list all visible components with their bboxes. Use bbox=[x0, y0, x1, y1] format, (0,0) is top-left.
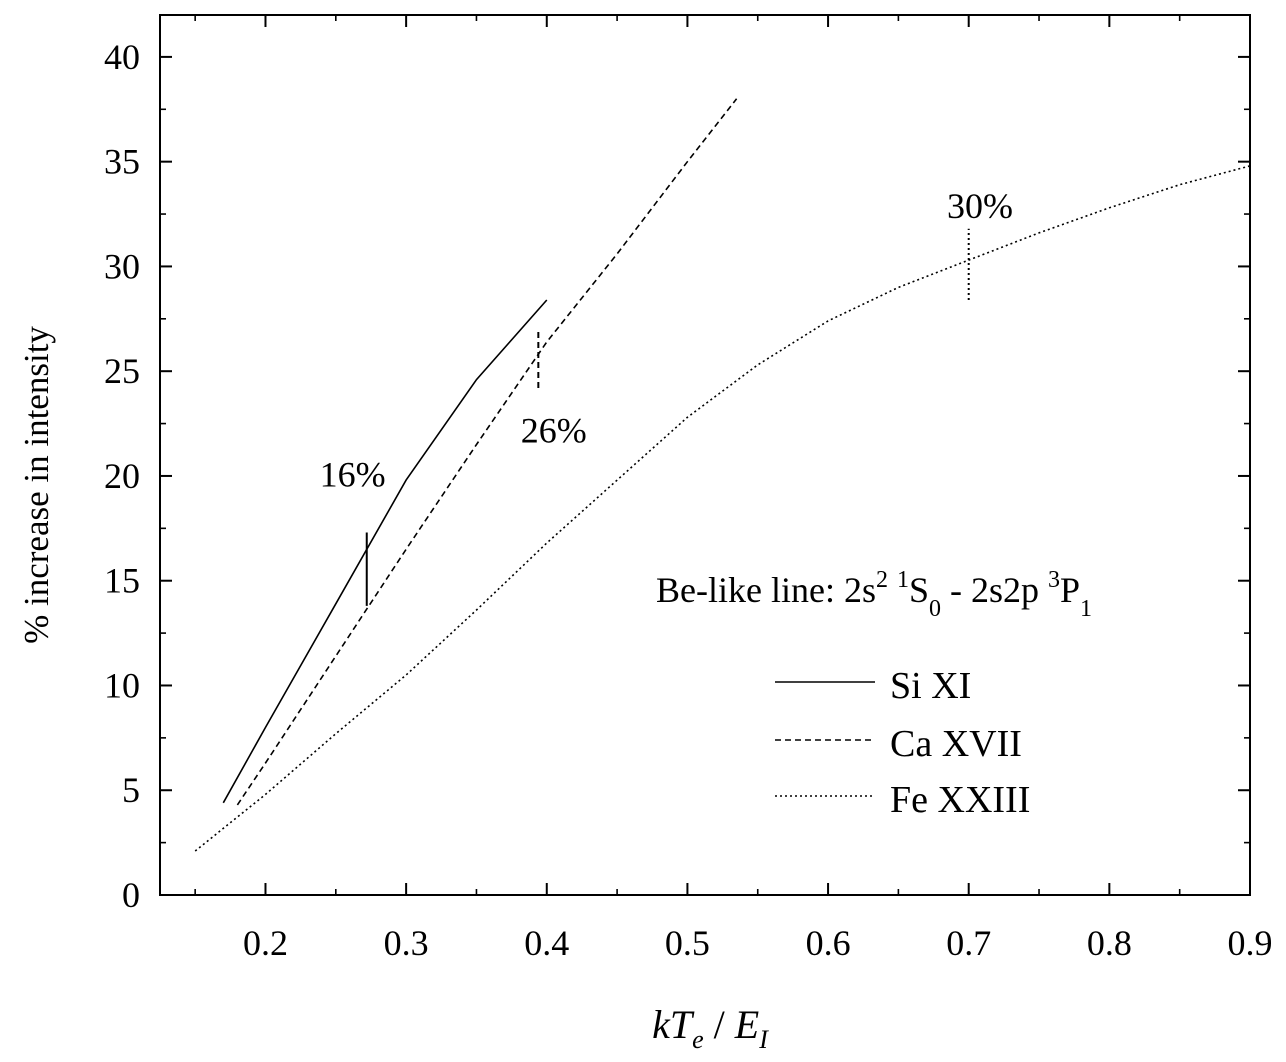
x-axis-label: kTe / EI bbox=[652, 1002, 769, 1054]
y-tick-label: 15 bbox=[104, 561, 140, 601]
annotation-label: 26% bbox=[521, 410, 587, 450]
annotation-label: 30% bbox=[947, 186, 1013, 226]
annotation-label: 16% bbox=[320, 454, 386, 494]
series-line-fe-xxiii bbox=[194, 165, 1251, 852]
x-tick-label: 0.9 bbox=[1228, 923, 1273, 963]
x-tick-label: 0.7 bbox=[946, 923, 991, 963]
x-tick-label: 0.2 bbox=[243, 923, 288, 963]
y-tick-label: 35 bbox=[104, 142, 140, 182]
x-tick-label: 0.4 bbox=[524, 923, 569, 963]
annotations: 16% 26% 30% bbox=[320, 186, 1013, 606]
x-tick-label: 0.8 bbox=[1087, 923, 1132, 963]
axis-ticks: 0.2 0.3 0.4 0.5 0.6 0.7 0.8 0.9 0 5 10 15 20 25 30 35 40 bbox=[104, 15, 1273, 963]
plot-frame bbox=[159, 14, 1251, 896]
y-tick-label: 0 bbox=[122, 875, 140, 915]
y-tick-label: 25 bbox=[104, 351, 140, 391]
x-tick-label: 0.3 bbox=[384, 923, 429, 963]
series-lines bbox=[194, 98, 1251, 852]
legend: Be-like line: 2s2 1S0 - 2s2p 3P1 Si XI C… bbox=[656, 567, 1092, 821]
y-tick-label: 10 bbox=[104, 665, 140, 705]
legend-label-si-xi: Si XI bbox=[890, 665, 971, 707]
y-tick-label: 20 bbox=[104, 456, 140, 496]
legend-label-fe-xxiii: Fe XXIII bbox=[890, 779, 1030, 821]
series-line-ca-xvii bbox=[236, 98, 738, 806]
legend-label-ca-xvii: Ca XVII bbox=[890, 723, 1022, 765]
x-tick-label: 0.6 bbox=[806, 923, 851, 963]
y-tick-label: 40 bbox=[104, 37, 140, 77]
y-tick-label: 30 bbox=[104, 246, 140, 286]
legend-title: Be-like line: 2s2 1S0 - 2s2p 3P1 bbox=[656, 567, 1092, 622]
y-tick-label: 5 bbox=[122, 770, 140, 810]
x-tick-label: 0.5 bbox=[665, 923, 710, 963]
series-line-si-xi bbox=[222, 299, 548, 804]
y-axis-label: % increase in intensity bbox=[17, 326, 56, 644]
